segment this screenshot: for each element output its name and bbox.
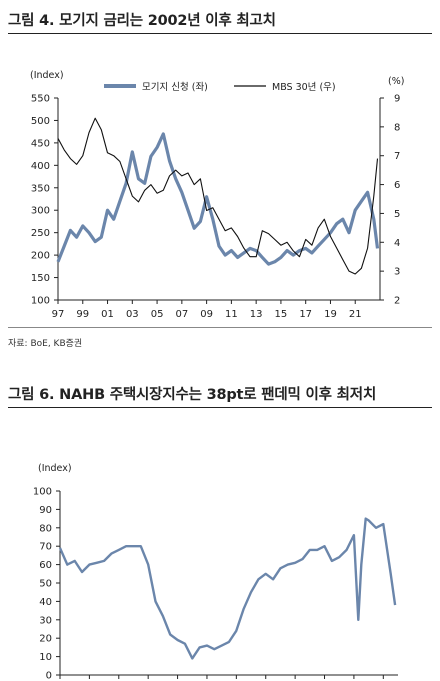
figure-6-title: 그림 6. NAHB 주택시장지수는 38pt로 팬데믹 이후 최저치 <box>8 387 377 403</box>
left-y-tick-label: 50 <box>39 579 52 590</box>
right-y-tick-label: 8 <box>394 122 400 133</box>
right-y-tick-label: 2 <box>394 296 400 307</box>
figure-4-source: 자료: BoE, KB증권 <box>8 339 83 349</box>
left-y-tick-label: 20 <box>39 634 52 645</box>
series-mbs-30y-line <box>57 117 379 275</box>
left-y-tick-label: 100 <box>31 296 50 307</box>
left-y-tick-label: 350 <box>31 183 50 194</box>
left-y-tick-label: 90 <box>39 505 52 516</box>
left-axis-unit: (Index) <box>30 70 64 81</box>
left-y-tick-label: 450 <box>31 138 50 149</box>
legend-label-mbs: MBS 30년 (우) <box>272 82 336 93</box>
left-axis-unit: (Index) <box>38 463 72 474</box>
left-y-tick-label: 80 <box>39 523 52 534</box>
left-y-tick-label: 150 <box>31 273 50 284</box>
left-y-tick-label: 550 <box>31 94 50 105</box>
figure-6-chart: (Index) 0 10 20 30 40 50 60 70 80 90 100 <box>33 463 398 681</box>
left-y-tick-label: 0 <box>46 671 52 681</box>
x-tick-label: 13 <box>250 309 263 320</box>
figure-4-title: 그림 4. 모기지 금리는 2002년 이후 최고치 <box>8 13 276 29</box>
right-y-tick-label: 7 <box>394 151 400 162</box>
left-y-tick-label: 200 <box>31 251 50 262</box>
left-y-tick-label: 250 <box>31 228 50 239</box>
x-tick-label: 01 <box>101 309 114 320</box>
left-y-tick-label: 400 <box>31 161 50 172</box>
x-tick-label: 15 <box>275 309 288 320</box>
right-y-tick-label: 5 <box>394 209 400 220</box>
x-tick-label: 05 <box>151 309 164 320</box>
x-tick-label: 99 <box>76 309 89 320</box>
left-y-tick-label: 10 <box>39 652 52 663</box>
right-y-tick-label: 3 <box>394 267 400 278</box>
figure-6-title-rule <box>8 407 432 408</box>
right-y-tick-label: 9 <box>394 94 400 105</box>
x-tick-label: 03 <box>126 309 139 320</box>
x-tick-label: 17 <box>299 309 312 320</box>
x-tick-label: 19 <box>324 309 337 320</box>
x-tick-label: 11 <box>225 309 238 320</box>
figure-4-chart: (Index) (%) 100 150 200 250 300 350 400 450 500 550… <box>30 70 404 320</box>
right-y-tick-label: 6 <box>394 180 400 191</box>
left-y-tick-label: 100 <box>33 487 52 498</box>
right-y-tick-label: 4 <box>394 238 400 249</box>
figure-4-bottom-rule <box>8 327 432 328</box>
left-y-tick-label: 70 <box>39 542 52 553</box>
figure-4-title-rule <box>8 33 432 34</box>
left-y-tick-label: 30 <box>39 615 52 626</box>
series-nahb-index-line <box>58 517 397 660</box>
left-y-tick-label: 60 <box>39 560 52 571</box>
left-y-tick-label: 300 <box>31 206 50 217</box>
x-tick-label: 97 <box>52 309 65 320</box>
x-tick-label: 21 <box>349 309 362 320</box>
x-tick-label: 09 <box>200 309 213 320</box>
left-y-tick-label: 500 <box>31 116 50 127</box>
left-y-tick-label: 40 <box>39 597 52 608</box>
right-axis-unit: (%) <box>388 76 404 87</box>
legend-label-mortgage: 모기지 신청 (좌) <box>142 82 208 93</box>
x-tick-label: 07 <box>175 309 188 320</box>
series-mortgage-applications-line <box>56 132 380 266</box>
